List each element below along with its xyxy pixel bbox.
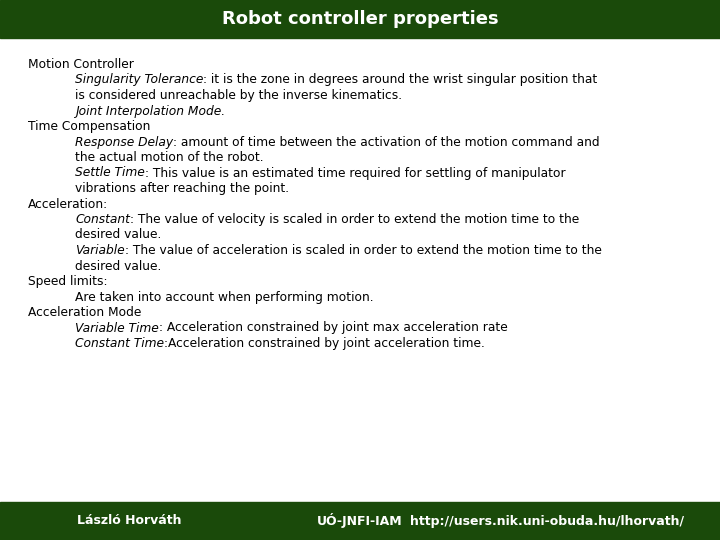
Text: : it is the zone in degrees around the wrist singular position that: : it is the zone in degrees around the w… (203, 73, 598, 86)
Text: Acceleration Mode: Acceleration Mode (28, 306, 141, 319)
Text: vibrations after reaching the point.: vibrations after reaching the point. (75, 182, 289, 195)
Text: desired value.: desired value. (75, 260, 161, 273)
Text: Constant Time: Constant Time (75, 337, 164, 350)
Text: Speed limits:: Speed limits: (28, 275, 107, 288)
Text: : The value of acceleration is scaled in order to extend the motion time to the: : The value of acceleration is scaled in… (125, 244, 601, 257)
Text: László Horváth: László Horváth (77, 515, 182, 528)
Text: http://users.nik.uni-obuda.hu/lhorvath/: http://users.nik.uni-obuda.hu/lhorvath/ (410, 515, 684, 528)
Text: desired value.: desired value. (75, 228, 161, 241)
Text: : Acceleration constrained by joint max acceleration rate: : Acceleration constrained by joint max … (158, 321, 508, 334)
Text: Variable: Variable (75, 244, 125, 257)
Text: : This value is an estimated time required for settling of manipulator: : This value is an estimated time requir… (145, 166, 565, 179)
Text: : amount of time between the activation of the motion command and: : amount of time between the activation … (173, 136, 600, 148)
Text: Time Compensation: Time Compensation (28, 120, 150, 133)
Text: Singularity Tolerance: Singularity Tolerance (75, 73, 203, 86)
Text: :Acceleration constrained by joint acceleration time.: :Acceleration constrained by joint accel… (164, 337, 485, 350)
Text: Robot controller properties: Robot controller properties (222, 10, 498, 28)
Text: Motion Controller: Motion Controller (28, 58, 134, 71)
Text: is considered unreachable by the inverse kinematics.: is considered unreachable by the inverse… (75, 89, 402, 102)
Text: Constant: Constant (75, 213, 130, 226)
Text: UÓ-JNFI-IAM: UÓ-JNFI-IAM (318, 514, 402, 529)
Text: Acceleration:: Acceleration: (28, 198, 108, 211)
Text: Settle Time: Settle Time (75, 166, 145, 179)
Text: : The value of velocity is scaled in order to extend the motion time to the: : The value of velocity is scaled in ord… (130, 213, 579, 226)
Text: Are taken into account when performing motion.: Are taken into account when performing m… (75, 291, 374, 303)
Text: Variable Time: Variable Time (75, 321, 158, 334)
Text: the actual motion of the robot.: the actual motion of the robot. (75, 151, 264, 164)
Text: Joint Interpolation Mode.: Joint Interpolation Mode. (75, 105, 225, 118)
Text: Response Delay: Response Delay (75, 136, 173, 148)
